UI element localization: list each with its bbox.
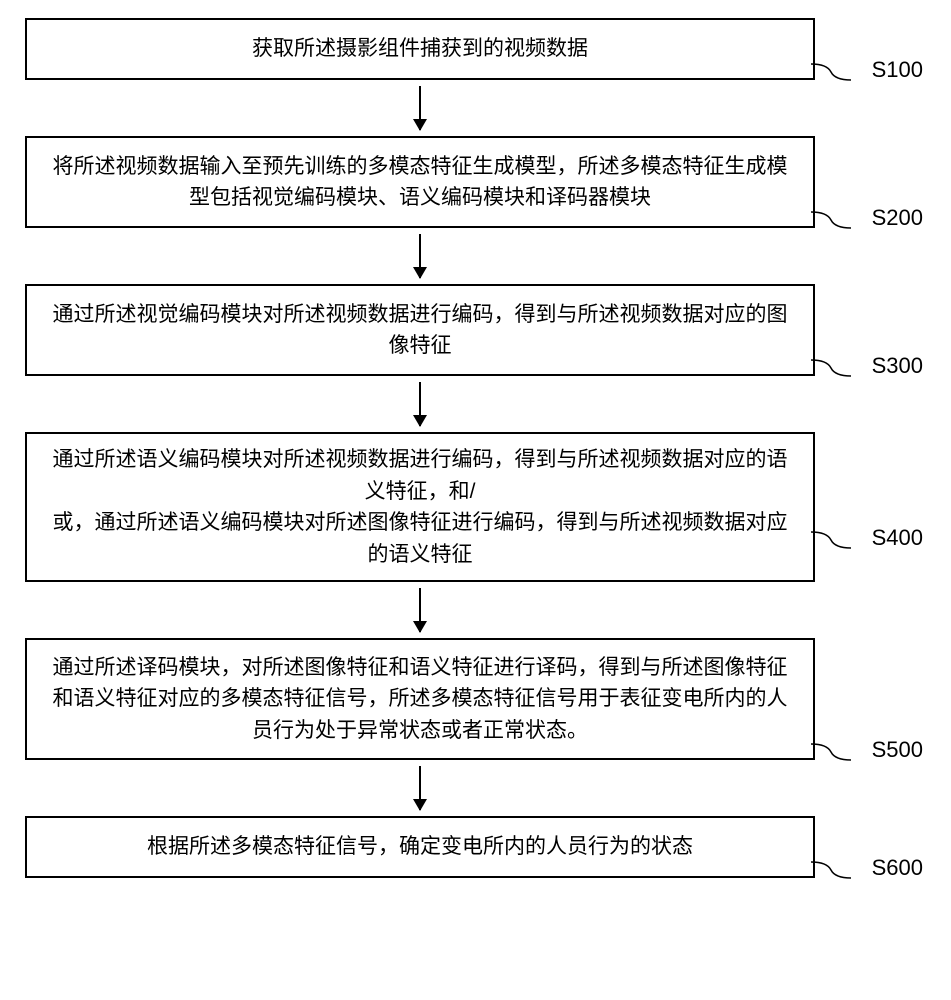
step-label: S500 (872, 733, 923, 766)
brace-connector (811, 210, 851, 230)
arrow-line (419, 86, 421, 130)
step-box-s300: 通过所述视觉编码模块对所述视频数据进行编码，得到与所述视频数据对应的图像特征 S… (25, 284, 815, 376)
arrow-s400-s500 (25, 582, 815, 638)
arrow-s100-s200 (25, 80, 815, 136)
brace-connector (811, 530, 851, 550)
step-box-s100: 获取所述摄影组件捕获到的视频数据 S100 (25, 18, 815, 80)
step-label: S200 (872, 201, 923, 234)
step-text: 通过所述语义编码模块对所述视频数据进行编码，得到与所述视频数据对应的语义特征，和… (51, 444, 789, 570)
arrow-s500-s600 (25, 760, 815, 816)
step-label: S300 (872, 349, 923, 382)
step-label: S400 (872, 521, 923, 554)
brace-connector (811, 860, 851, 880)
step-label: S600 (872, 851, 923, 884)
step-box-s400: 通过所述语义编码模块对所述视频数据进行编码，得到与所述视频数据对应的语义特征，和… (25, 432, 815, 582)
arrow-line (419, 382, 421, 426)
brace-connector (811, 62, 851, 82)
step-text: 根据所述多模态特征信号，确定变电所内的人员行为的状态 (147, 831, 693, 863)
flowchart-container: 获取所述摄影组件捕获到的视频数据 S100 将所述视频数据输入至预先训练的多模态… (25, 18, 925, 878)
step-text: 将所述视频数据输入至预先训练的多模态特征生成模型，所述多模态特征生成模型包括视觉… (51, 151, 789, 214)
arrow-head-icon (413, 119, 427, 131)
brace-connector (811, 358, 851, 378)
step-text: 通过所述视觉编码模块对所述视频数据进行编码，得到与所述视频数据对应的图像特征 (51, 299, 789, 362)
step-box-s200: 将所述视频数据输入至预先训练的多模态特征生成模型，所述多模态特征生成模型包括视觉… (25, 136, 815, 228)
arrow-head-icon (413, 621, 427, 633)
arrow-s200-s300 (25, 228, 815, 284)
arrow-line (419, 234, 421, 278)
arrow-head-icon (413, 799, 427, 811)
arrow-line (419, 766, 421, 810)
arrow-line (419, 588, 421, 632)
brace-connector (811, 742, 851, 762)
arrow-s300-s400 (25, 376, 815, 432)
step-text: 获取所述摄影组件捕获到的视频数据 (252, 33, 588, 65)
arrow-head-icon (413, 415, 427, 427)
step-label: S100 (872, 53, 923, 86)
step-box-s600: 根据所述多模态特征信号，确定变电所内的人员行为的状态 S600 (25, 816, 815, 878)
arrow-head-icon (413, 267, 427, 279)
step-text: 通过所述译码模块，对所述图像特征和语义特征进行译码，得到与所述图像特征和语义特征… (51, 652, 789, 747)
step-box-s500: 通过所述译码模块，对所述图像特征和语义特征进行译码，得到与所述图像特征和语义特征… (25, 638, 815, 760)
